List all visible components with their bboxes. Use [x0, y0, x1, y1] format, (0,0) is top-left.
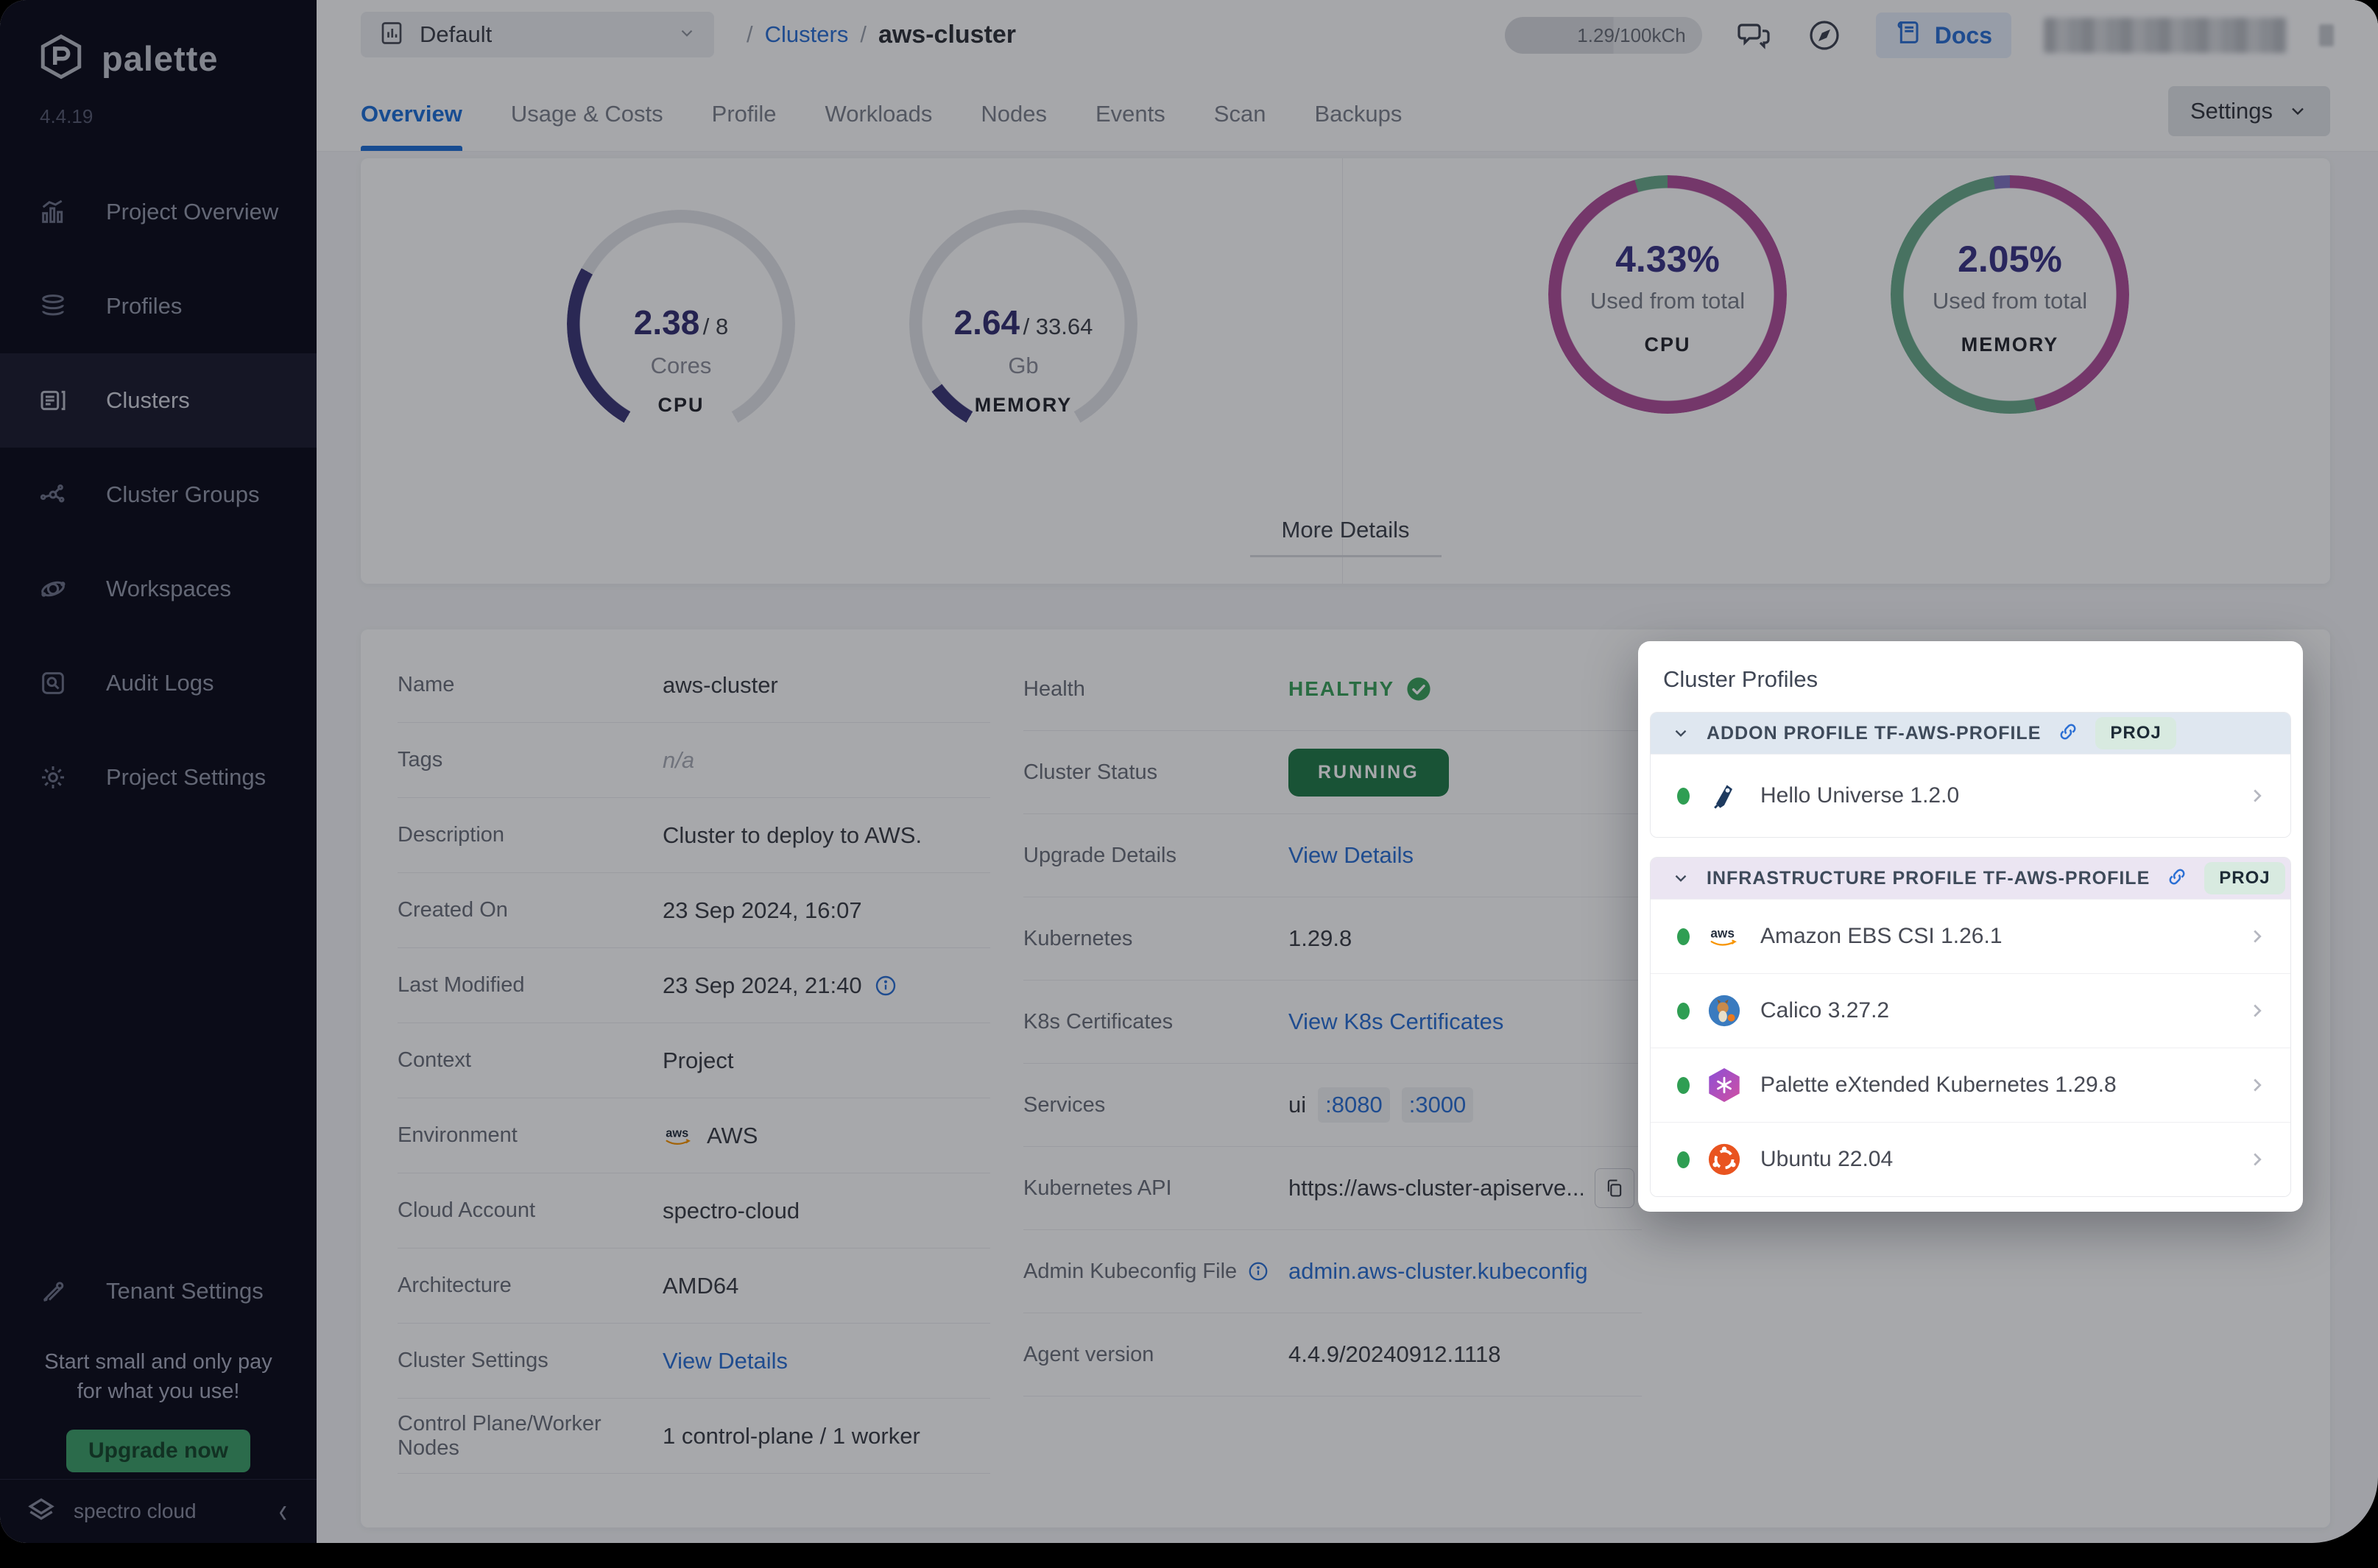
panel-title: Cluster Profiles [1650, 666, 2291, 693]
svg-text:aws: aws [1710, 925, 1735, 940]
chevron-right-icon[interactable] [2246, 1148, 2268, 1170]
chevron-right-icon[interactable] [2246, 1000, 2268, 1022]
profile-item-ubuntu[interactable]: Ubuntu 22.04 [1651, 1122, 2290, 1196]
addon-profile-title: ADDON PROFILE TF-AWS-PROFILE [1707, 723, 2041, 744]
ubuntu-icon [1707, 1143, 1741, 1176]
scope-badge: PROJ [2095, 717, 2176, 749]
status-dot-icon [1677, 1077, 1690, 1094]
scope-badge: PROJ [2204, 862, 2284, 894]
infrastructure-profile-title: INFRASTRUCTURE PROFILE TF-AWS-PROFILE [1707, 868, 2150, 889]
cluster-profiles-panel: Cluster Profiles ADDON PROFILE TF-AWS-PR… [1638, 641, 2303, 1212]
profile-item-palette-extended-kubernetes[interactable]: Palette eXtended Kubernetes 1.29.8 [1651, 1048, 2290, 1122]
infrastructure-profile-header[interactable]: INFRASTRUCTURE PROFILE TF-AWS-PROFILE PR… [1651, 858, 2290, 899]
infrastructure-profile-section: INFRASTRUCTURE PROFILE TF-AWS-PROFILE PR… [1650, 857, 2291, 1197]
chevron-right-icon[interactable] [2246, 1074, 2268, 1096]
status-dot-icon [1677, 928, 1690, 945]
status-dot-icon [1677, 1003, 1690, 1020]
chevron-right-icon[interactable] [2246, 925, 2268, 947]
chevron-down-icon[interactable] [1671, 724, 1690, 743]
profile-item-label: Amazon EBS CSI 1.26.1 [1760, 924, 2246, 949]
link-icon[interactable] [2166, 866, 2188, 891]
link-icon[interactable] [2057, 721, 2079, 746]
profile-item-label: Hello Universe 1.2.0 [1760, 783, 2246, 808]
status-dot-icon [1677, 1151, 1690, 1168]
chevron-right-icon[interactable] [2246, 785, 2268, 807]
calico-icon [1707, 994, 1741, 1028]
palette-pxk-icon [1707, 1068, 1741, 1102]
addon-profile-header[interactable]: ADDON PROFILE TF-AWS-PROFILE PROJ [1651, 713, 2290, 754]
chevron-down-icon[interactable] [1671, 869, 1690, 888]
aws-icon: aws [1707, 919, 1741, 953]
profile-item-label: Ubuntu 22.04 [1760, 1147, 2246, 1172]
profile-item-calico[interactable]: Calico 3.27.2 [1651, 973, 2290, 1048]
profile-item-label: Palette eXtended Kubernetes 1.29.8 [1760, 1073, 2246, 1098]
hello-universe-icon [1707, 779, 1741, 813]
addon-profile-section: ADDON PROFILE TF-AWS-PROFILE PROJ [1650, 712, 2291, 838]
profile-item-amazon-ebs-csi[interactable]: aws Amazon EBS CSI 1.26.1 [1651, 899, 2290, 973]
status-dot-icon [1677, 788, 1690, 805]
profile-item-label: Calico 3.27.2 [1760, 998, 2246, 1023]
profile-item-hello-universe[interactable]: Hello Universe 1.2.0 [1651, 754, 2290, 837]
screen: palette 4.4.19 Project Overview [0, 0, 2378, 1568]
